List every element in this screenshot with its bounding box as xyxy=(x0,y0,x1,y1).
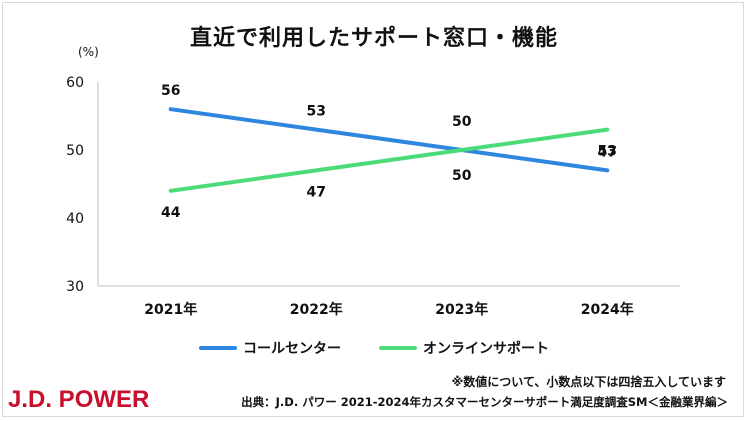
jd-power-logo: J.D. POWER xyxy=(8,386,150,413)
data-label-online-support: 47 xyxy=(307,184,326,200)
y-tick-label: 50 xyxy=(66,143,84,159)
legend-label-online-support: オンラインサポート xyxy=(423,341,549,357)
source-citation: 出典：J.D. パワー 2021-2024年カスタマーセンターサポート満足度調査… xyxy=(241,395,728,409)
x-tick-label: 2023年 xyxy=(435,301,488,318)
data-label-online-support: 53 xyxy=(598,144,617,160)
series-line-call-center xyxy=(168,107,610,173)
rounding-note: ※数値について、小数点以下は四捨五入しています xyxy=(451,375,726,389)
series-line-online-support xyxy=(168,127,610,193)
x-tick-label: 2021年 xyxy=(144,301,197,318)
y-tick-label: 40 xyxy=(66,211,84,227)
y-unit-label: (%) xyxy=(78,45,99,59)
chart-title: 直近で利用したサポート窓口・機能 xyxy=(189,26,558,51)
data-label-online-support: 44 xyxy=(161,205,181,221)
legend-swatch-online-support xyxy=(379,346,417,350)
x-tick-label: 2024年 xyxy=(581,301,634,318)
legend-label-call-center: コールセンター xyxy=(243,341,341,357)
legend-item-call-center: コールセンター xyxy=(199,338,341,358)
x-tick-label: 2022年 xyxy=(290,301,343,318)
data-label-call-center: 50 xyxy=(452,114,472,130)
legend-item-online-support: オンラインサポート xyxy=(379,338,549,358)
legend-swatch-call-center xyxy=(199,346,237,350)
data-label-call-center: 56 xyxy=(161,83,180,99)
chart-legend: コールセンター オンラインサポート xyxy=(0,338,748,358)
chart-frame xyxy=(2,2,744,417)
data-label-online-support: 50 xyxy=(452,168,472,184)
y-tick-label: 30 xyxy=(66,279,84,295)
y-tick-label: 60 xyxy=(66,75,84,91)
data-label-call-center: 53 xyxy=(307,104,326,120)
data-label-call-center: 47 xyxy=(598,144,617,160)
